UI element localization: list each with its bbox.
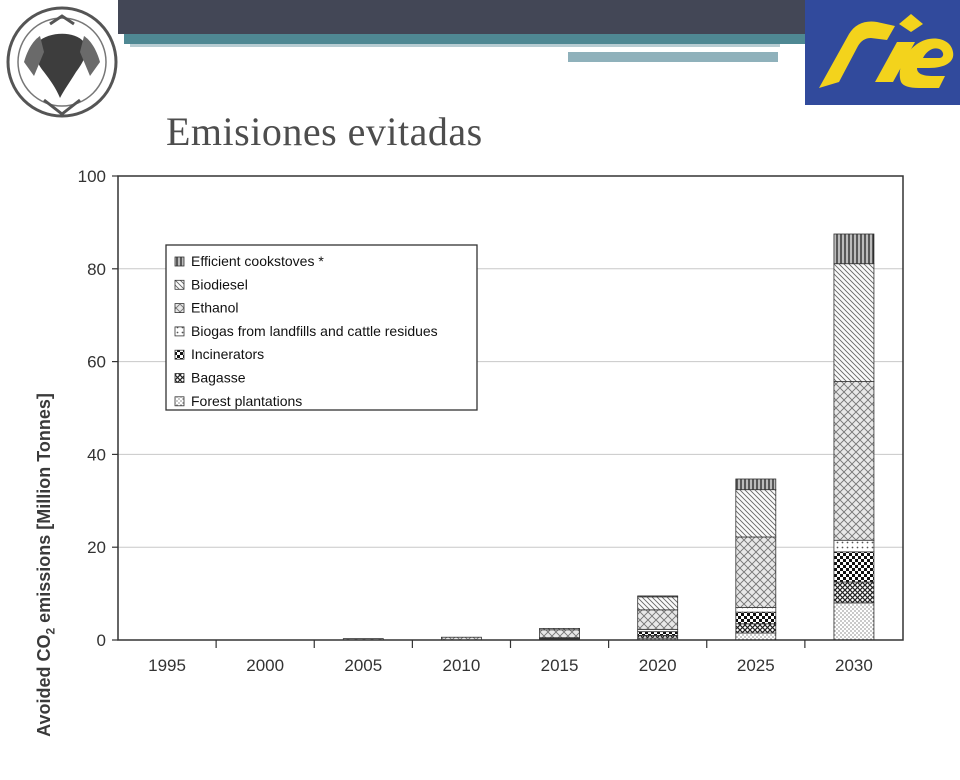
- legend: Efficient cookstoves * Biodiesel Ethanol Bi…: [165, 244, 478, 411]
- bar-segment: [735, 611, 777, 625]
- bar-segment: [539, 629, 580, 639]
- chart-svg: 0 20 40 60 80 100 1995 2000 2005 2010 2015 2020 2025…: [78, 167, 904, 675]
- legend-entry: Forest plantations: [191, 393, 302, 409]
- bar-segment: [637, 631, 679, 636]
- x-tick-label: 2020: [639, 656, 677, 675]
- chart: Avoided CO2 emissions [Million Tonnes]: [0, 160, 960, 737]
- header-stripe: [130, 44, 780, 47]
- y-tick-label: 60: [87, 353, 106, 372]
- legend-entry: Efficient cookstoves *: [191, 253, 324, 269]
- legend-swatch: [174, 373, 185, 383]
- slide-title: Emisiones evitadas: [166, 109, 483, 154]
- bar-segment: [735, 607, 777, 613]
- bar-segment: [833, 381, 875, 541]
- bar-segment: [735, 536, 777, 608]
- bar-segment: [833, 233, 875, 265]
- bar-segment: [637, 595, 679, 598]
- bar-segment: [735, 478, 777, 491]
- legend-swatch: [174, 396, 185, 407]
- legend-swatch: [174, 326, 185, 337]
- legend-entry: Ethanol: [191, 300, 238, 316]
- legend-entry: Incinerators: [191, 346, 264, 362]
- x-tick-label: 2000: [246, 656, 284, 675]
- x-tick-label: 2025: [737, 656, 775, 675]
- bars: [342, 233, 875, 641]
- header-stripe: [568, 52, 778, 62]
- bar-segment: [735, 623, 777, 634]
- x-tick-label: 2030: [835, 656, 873, 675]
- bar-segment: [833, 539, 875, 553]
- x-tick-label: 2015: [541, 656, 579, 675]
- legend-entry: Biogas from landfills and cattle residue…: [191, 323, 438, 339]
- legend-entry: Bagasse: [191, 370, 246, 386]
- y-tick-label: 100: [78, 167, 106, 186]
- unam-logo: [6, 6, 118, 118]
- axes: 0 20 40 60 80 100 1995 2000 2005 2010 2015 2020 2025…: [78, 167, 904, 675]
- x-tick-label: 2005: [344, 656, 382, 675]
- bar-segment: [735, 632, 777, 641]
- bar-segment: [637, 609, 679, 630]
- cie-logo: [805, 0, 960, 105]
- legend-entry: Biodiesel: [191, 276, 248, 292]
- x-tick-label: 2010: [443, 656, 481, 675]
- legend-box: [165, 244, 478, 411]
- legend-swatch: [174, 256, 185, 267]
- bar-segment: [833, 581, 875, 604]
- y-tick-label: 40: [87, 445, 106, 464]
- legend-swatch: [174, 303, 185, 314]
- bar-segment: [539, 627, 580, 631]
- bar-segment: [637, 596, 679, 611]
- bar-segment: [833, 263, 875, 382]
- header-stripe: [124, 34, 814, 44]
- x-tick-label: 1995: [148, 656, 186, 675]
- bar-segment: [833, 602, 875, 641]
- bar-segment: [637, 634, 679, 639]
- bar-segment: [833, 551, 875, 583]
- legend-swatch: [174, 349, 185, 360]
- y-tick-label: 20: [87, 538, 106, 557]
- cie-logo-mark: [807, 2, 958, 103]
- y-tick-label: 80: [87, 260, 106, 279]
- legend-swatch: [174, 279, 185, 290]
- bar-segment: [735, 489, 777, 538]
- y-tick-label: 0: [97, 631, 106, 650]
